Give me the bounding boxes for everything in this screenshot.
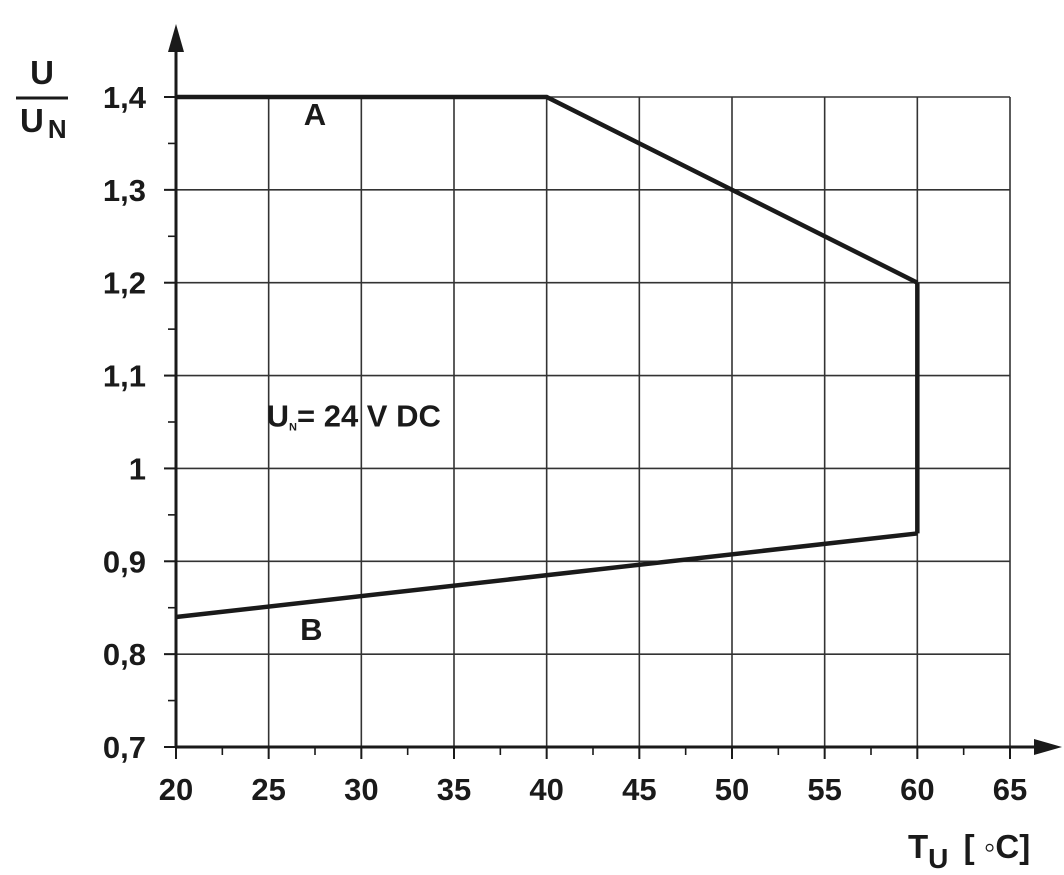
grid (176, 96, 1011, 747)
y-label-numerator: U (30, 54, 54, 91)
condition-main: U (267, 399, 289, 434)
x-axis-arrow (1034, 739, 1062, 755)
series-group (175, 94, 920, 620)
y-tick-label: 0,8 (103, 637, 146, 672)
x-tick-label: 65 (993, 772, 1027, 807)
x-tick-label: 25 (251, 772, 285, 807)
series-line-b (175, 531, 918, 620)
y-tick-label: 0,7 (103, 730, 146, 765)
series-line-a (176, 94, 919, 285)
y-tick-label: 1,2 (103, 266, 146, 301)
condition-sub: N (289, 422, 297, 434)
x-tick-label: 60 (900, 772, 934, 807)
y-tick-label: 1 (129, 451, 146, 486)
y-tick-label: 1,1 (103, 359, 146, 394)
label-b: B (300, 612, 322, 647)
y-label-denominator-main: U (20, 102, 44, 139)
y-axis-arrow (168, 24, 184, 52)
condition-label: UN= 24 V DC (267, 399, 441, 434)
y-tick-label: 1,4 (103, 80, 147, 115)
x-tick-label: 35 (437, 772, 471, 807)
x-tick-label: 55 (807, 772, 841, 807)
x-tick-label: 45 (622, 772, 656, 807)
condition-rest: = 24 V DC (297, 399, 441, 434)
x-axis-label: TU [ ◦C] (908, 828, 1030, 874)
x-tick-label: 20 (159, 772, 193, 807)
y-tick-label: 0,9 (103, 544, 146, 579)
x-label-sub: U (928, 843, 948, 874)
y-tick-label: 1,3 (103, 173, 146, 208)
axes (164, 24, 1062, 759)
x-tick-label: 30 (344, 772, 378, 807)
labels-group: 0,7 0,8 0,9 1 1,1 1,2 1,3 1,4 20 25 30 35 40 45 50 55 60… (16, 54, 1030, 874)
y-label-denominator-sub: N (48, 114, 67, 144)
label-a: A (304, 97, 326, 132)
x-tick-label: 40 (529, 772, 563, 807)
x-tick-label: 50 (715, 772, 749, 807)
x-label-main: T (908, 828, 928, 865)
x-label-unit: [ ◦C] (954, 828, 1030, 865)
